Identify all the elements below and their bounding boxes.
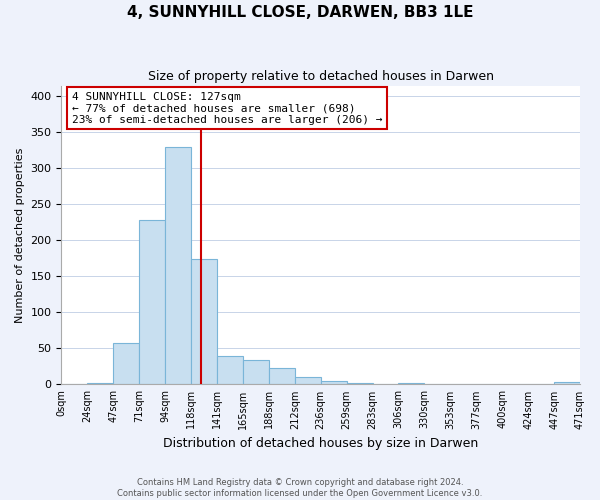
Bar bbox=[554, 382, 580, 384]
Bar bbox=[243, 360, 269, 384]
Text: 4 SUNNYHILL CLOSE: 127sqm
← 77% of detached houses are smaller (698)
23% of semi: 4 SUNNYHILL CLOSE: 127sqm ← 77% of detac… bbox=[72, 92, 382, 124]
Text: Contains HM Land Registry data © Crown copyright and database right 2024.
Contai: Contains HM Land Registry data © Crown c… bbox=[118, 478, 482, 498]
Title: Size of property relative to detached houses in Darwen: Size of property relative to detached ho… bbox=[148, 70, 494, 83]
Bar bbox=[113, 344, 139, 384]
X-axis label: Distribution of detached houses by size in Darwen: Distribution of detached houses by size … bbox=[163, 437, 478, 450]
Bar bbox=[295, 377, 321, 384]
Bar bbox=[398, 383, 424, 384]
Bar bbox=[88, 383, 113, 384]
Bar bbox=[269, 368, 295, 384]
Bar bbox=[217, 356, 243, 384]
Bar bbox=[321, 381, 347, 384]
Bar bbox=[139, 220, 165, 384]
Bar bbox=[191, 259, 217, 384]
Text: 4, SUNNYHILL CLOSE, DARWEN, BB3 1LE: 4, SUNNYHILL CLOSE, DARWEN, BB3 1LE bbox=[127, 5, 473, 20]
Bar bbox=[165, 147, 191, 384]
Bar bbox=[347, 383, 373, 384]
Y-axis label: Number of detached properties: Number of detached properties bbox=[15, 148, 25, 322]
